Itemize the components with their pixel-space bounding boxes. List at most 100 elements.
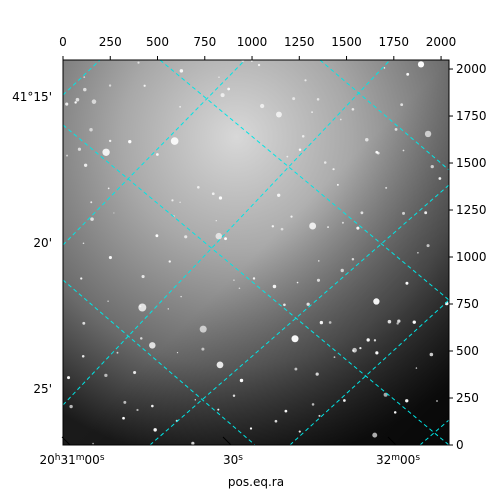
star (372, 432, 378, 438)
star (319, 320, 324, 325)
x-tick-label: 250 (99, 35, 122, 49)
y-tick-label: 500 (456, 344, 479, 358)
grid-line (63, 60, 246, 246)
star (197, 185, 200, 189)
dec-label: 20' (33, 236, 52, 250)
grid-line (149, 184, 449, 445)
star (373, 298, 380, 305)
star (359, 346, 362, 350)
x-tick-label: 750 (193, 35, 216, 49)
star (332, 168, 335, 171)
frame (62, 59, 450, 446)
star (426, 244, 430, 248)
star (274, 419, 278, 423)
star (316, 98, 320, 101)
star (405, 399, 409, 403)
star (333, 356, 336, 358)
star (74, 101, 77, 104)
star (218, 76, 220, 78)
star (436, 400, 438, 402)
star (406, 72, 410, 76)
star (400, 103, 404, 107)
y-tick-label: 2000 (456, 62, 487, 76)
star (107, 187, 110, 190)
star (277, 193, 281, 197)
star (316, 278, 321, 282)
star (211, 192, 215, 196)
star (80, 277, 83, 280)
star (340, 268, 344, 273)
star (151, 404, 154, 408)
star (149, 342, 156, 349)
x-tick-label: 1500 (331, 35, 362, 49)
star (128, 139, 132, 144)
star (184, 235, 188, 239)
star (294, 367, 298, 371)
star (393, 411, 397, 414)
star (360, 211, 364, 215)
star (155, 234, 159, 238)
star (298, 430, 301, 433)
star (179, 69, 184, 73)
star (311, 111, 313, 113)
star (284, 409, 288, 413)
star (180, 295, 182, 298)
star (339, 118, 342, 121)
star (199, 325, 207, 333)
star (438, 177, 442, 180)
star (275, 111, 282, 118)
star (387, 319, 392, 324)
star (218, 196, 223, 200)
star (252, 277, 256, 280)
star (220, 93, 225, 98)
star (171, 199, 174, 202)
star (216, 361, 224, 369)
star (291, 335, 299, 343)
star (366, 338, 370, 342)
x-tick-label: 500 (146, 35, 169, 49)
star (138, 303, 147, 312)
star (280, 227, 284, 231)
star (90, 217, 94, 221)
star (336, 183, 339, 186)
star (191, 441, 195, 445)
star (383, 67, 386, 69)
star (412, 320, 416, 324)
star (122, 416, 125, 420)
star (116, 351, 119, 354)
star (107, 300, 109, 303)
star (238, 287, 241, 290)
star (323, 161, 327, 164)
grid-line (419, 419, 449, 445)
dec-label: 41°15' (12, 90, 52, 104)
x-tick-label: 2000 (426, 35, 457, 49)
star (415, 367, 418, 369)
star (394, 127, 398, 131)
y-tick-label: 0 (456, 438, 464, 452)
y-tick-label: 1500 (456, 156, 487, 170)
star (179, 201, 181, 203)
star (356, 226, 360, 230)
grid-line (63, 279, 256, 445)
star (251, 60, 253, 62)
y-tick-label: 250 (456, 391, 479, 405)
y-tick-label: 1000 (456, 250, 487, 264)
dec-label: 25' (33, 382, 52, 396)
star (311, 403, 315, 406)
star (318, 414, 321, 417)
star (232, 394, 236, 397)
star (168, 260, 171, 263)
star (402, 211, 406, 215)
star (136, 408, 139, 412)
sky-image (63, 60, 449, 445)
star (296, 281, 299, 284)
star (102, 148, 110, 156)
star (430, 165, 434, 169)
star (133, 371, 137, 375)
star (315, 372, 319, 376)
star (108, 139, 112, 143)
star (351, 107, 355, 111)
star (65, 102, 69, 106)
star (82, 321, 86, 325)
